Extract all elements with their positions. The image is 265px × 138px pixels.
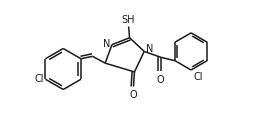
Text: SH: SH [122, 14, 135, 25]
Text: Cl: Cl [194, 72, 204, 82]
Text: Cl: Cl [34, 74, 44, 84]
Text: O: O [130, 90, 137, 100]
Text: N: N [103, 39, 110, 49]
Text: N: N [146, 44, 153, 54]
Text: O: O [157, 75, 165, 85]
